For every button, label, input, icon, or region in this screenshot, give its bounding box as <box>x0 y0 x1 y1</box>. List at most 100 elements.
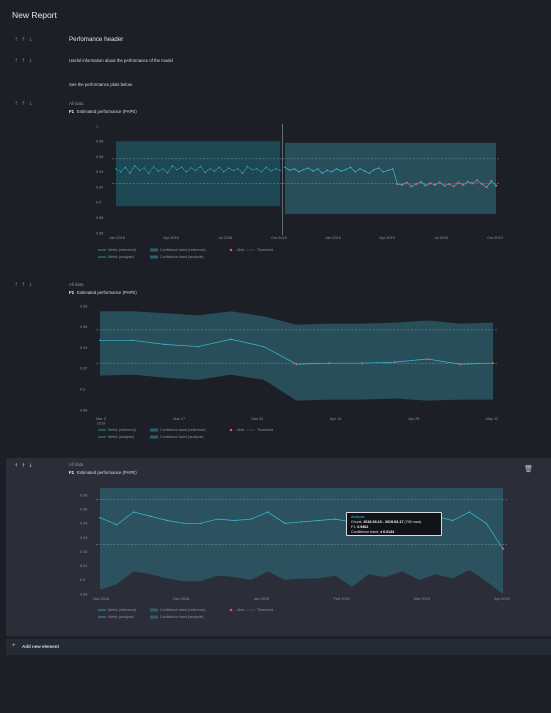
alert-point <box>426 357 429 361</box>
data-point-analysis <box>300 521 303 523</box>
move-down-icon[interactable]: ↓ <box>28 37 36 43</box>
x-tick-label: Oct 2018 <box>271 236 286 240</box>
legend-metric-analysis: Metric (analysis) <box>108 255 134 259</box>
legend-metric-analysis: Metric (analysis) <box>108 615 134 619</box>
y-tick-label: 0.94 <box>80 346 87 350</box>
x-tick-label: Feb 2019 <box>334 597 350 601</box>
move-up-icon[interactable]: ↑ <box>21 58 29 64</box>
data-point-analysis <box>230 338 232 340</box>
data-point-analysis <box>451 519 454 522</box>
data-point-analysis <box>340 170 342 172</box>
x-tick-label: Jul 2019 <box>434 236 448 240</box>
alert-point <box>490 179 493 183</box>
chart-title-text: Estimated performance (PAPE) <box>77 290 137 295</box>
move-up-icon[interactable]: ↑ <box>21 101 29 107</box>
data-point-analysis <box>349 166 352 168</box>
data-point-reference <box>246 165 248 168</box>
data-point-reference <box>157 170 159 172</box>
move-top-icon[interactable]: ⇡ <box>14 463 22 469</box>
data-point-analysis <box>302 168 305 171</box>
move-down-icon[interactable]: ↓ <box>28 282 36 288</box>
x-tick-label: Apr 14 <box>330 417 341 421</box>
tooltip-chunk: Chunk: 2019-03-10 - 2019-03-17 (798 rows… <box>351 520 422 524</box>
move-down-icon[interactable]: ↓ <box>28 58 36 64</box>
alert-point <box>396 182 399 186</box>
metric-line-analysis <box>284 166 497 188</box>
legend-alert: Alert <box>237 428 244 432</box>
data-point-reference <box>279 169 281 171</box>
data-point-analysis <box>321 172 324 175</box>
add-new-element-label: Add new element <box>22 644 60 649</box>
data-point-reference <box>260 171 263 173</box>
alert-point <box>410 185 413 188</box>
move-top-icon[interactable]: ⇡ <box>14 101 22 107</box>
y-tick-label: 0.94 <box>96 170 103 174</box>
legend-band-reference: Confidence band (reference) <box>160 608 206 612</box>
data-point-analysis <box>250 518 252 520</box>
move-down-icon[interactable]: ↓ <box>28 101 36 107</box>
y-tick-label: 0.96 <box>80 325 87 329</box>
alert-point <box>457 181 460 184</box>
data-point-reference <box>218 166 220 168</box>
data-point-reference <box>124 166 126 168</box>
info-text[interactable]: Useful information about the performance… <box>69 58 173 63</box>
alert-point <box>360 362 364 365</box>
y-tick-label: 0.86 <box>96 231 103 235</box>
data-point-analysis <box>335 168 338 170</box>
data-point-analysis <box>284 522 286 525</box>
note-text[interactable]: See the performance plots below. <box>69 82 133 87</box>
move-top-icon[interactable]: ⇡ <box>14 58 22 64</box>
legend-band-analysis-swatch <box>150 615 158 619</box>
confidence-band-analysis <box>284 142 496 214</box>
data-point-reference <box>256 168 258 170</box>
legend-band-reference-swatch <box>150 608 158 612</box>
x-tick-label: Mar 17 <box>173 417 185 421</box>
x-tick-label: May 12 <box>486 417 498 421</box>
move-top-icon[interactable]: ⇡ <box>14 282 22 288</box>
data-point-reference <box>134 165 136 167</box>
data-point-reference <box>171 165 173 167</box>
data-point-analysis <box>368 172 371 175</box>
data-point-analysis <box>166 519 168 522</box>
data-point-analysis <box>485 522 487 525</box>
legend-alert-swatch <box>229 608 233 612</box>
alert-point <box>485 186 488 189</box>
legend-band-analysis: Confidence band (analysis) <box>160 615 204 619</box>
data-point-analysis <box>132 511 135 513</box>
data-point-analysis <box>216 518 219 520</box>
data-point-reference <box>190 167 192 169</box>
move-down-icon[interactable]: ↓ <box>28 463 36 469</box>
data-point-analysis <box>293 168 295 170</box>
data-point-analysis <box>263 345 265 348</box>
add-new-element-button[interactable]: + Add new element <box>6 639 551 655</box>
data-point-reference <box>204 172 206 174</box>
data-point-analysis <box>99 339 101 342</box>
data-point-analysis <box>116 524 118 526</box>
alert-point <box>405 181 408 184</box>
move-up-icon[interactable]: ↑ <box>21 463 29 469</box>
chart-subtitle: All data <box>69 282 84 287</box>
x-tick-label: Mar 2019 <box>414 597 430 601</box>
data-point-reference <box>185 171 187 173</box>
x-tick-label: Apr 2019 <box>494 597 509 601</box>
move-up-icon[interactable]: ↑ <box>21 282 29 288</box>
alert-point <box>295 363 298 366</box>
chart-title: F1 Estimated performance (PAPE) <box>69 470 137 475</box>
y-tick-label: 0.92 <box>96 185 103 189</box>
alert-point <box>393 361 396 364</box>
chart-subtitle: All data <box>69 462 84 467</box>
alert-point <box>462 183 465 186</box>
data-point-analysis <box>387 169 389 172</box>
y-tick-label: 0.93 <box>80 536 87 540</box>
trash-icon[interactable]: 🗑 <box>524 465 533 473</box>
y-tick-label: 1 <box>96 124 98 128</box>
move-top-icon[interactable]: ⇡ <box>14 37 22 43</box>
y-tick-label: 0.96 <box>80 493 87 497</box>
legend-metric-reference: Metric (reference) <box>108 608 136 612</box>
performance-header-text[interactable]: Perfomance header <box>69 36 124 43</box>
move-up-icon[interactable]: ↑ <box>21 37 29 43</box>
x-tick-label: Apr 2019 <box>379 236 394 240</box>
